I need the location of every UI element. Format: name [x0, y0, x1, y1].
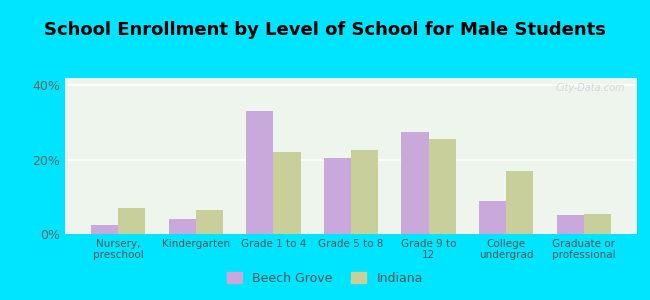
Bar [556, 215, 584, 234]
Text: City-Data.com: City-Data.com [556, 83, 625, 93]
Bar [246, 111, 274, 234]
Bar [479, 201, 506, 234]
Bar [428, 139, 456, 234]
Bar [274, 152, 300, 234]
Bar [196, 210, 223, 234]
Bar [351, 150, 378, 234]
Bar [324, 158, 351, 234]
Bar [402, 132, 428, 234]
Bar [118, 208, 146, 234]
Bar [584, 214, 611, 234]
Bar [506, 171, 534, 234]
Text: School Enrollment by Level of School for Male Students: School Enrollment by Level of School for… [44, 21, 606, 39]
Bar [168, 219, 196, 234]
Legend: Beech Grove, Indiana: Beech Grove, Indiana [221, 265, 429, 291]
Bar [91, 225, 118, 234]
